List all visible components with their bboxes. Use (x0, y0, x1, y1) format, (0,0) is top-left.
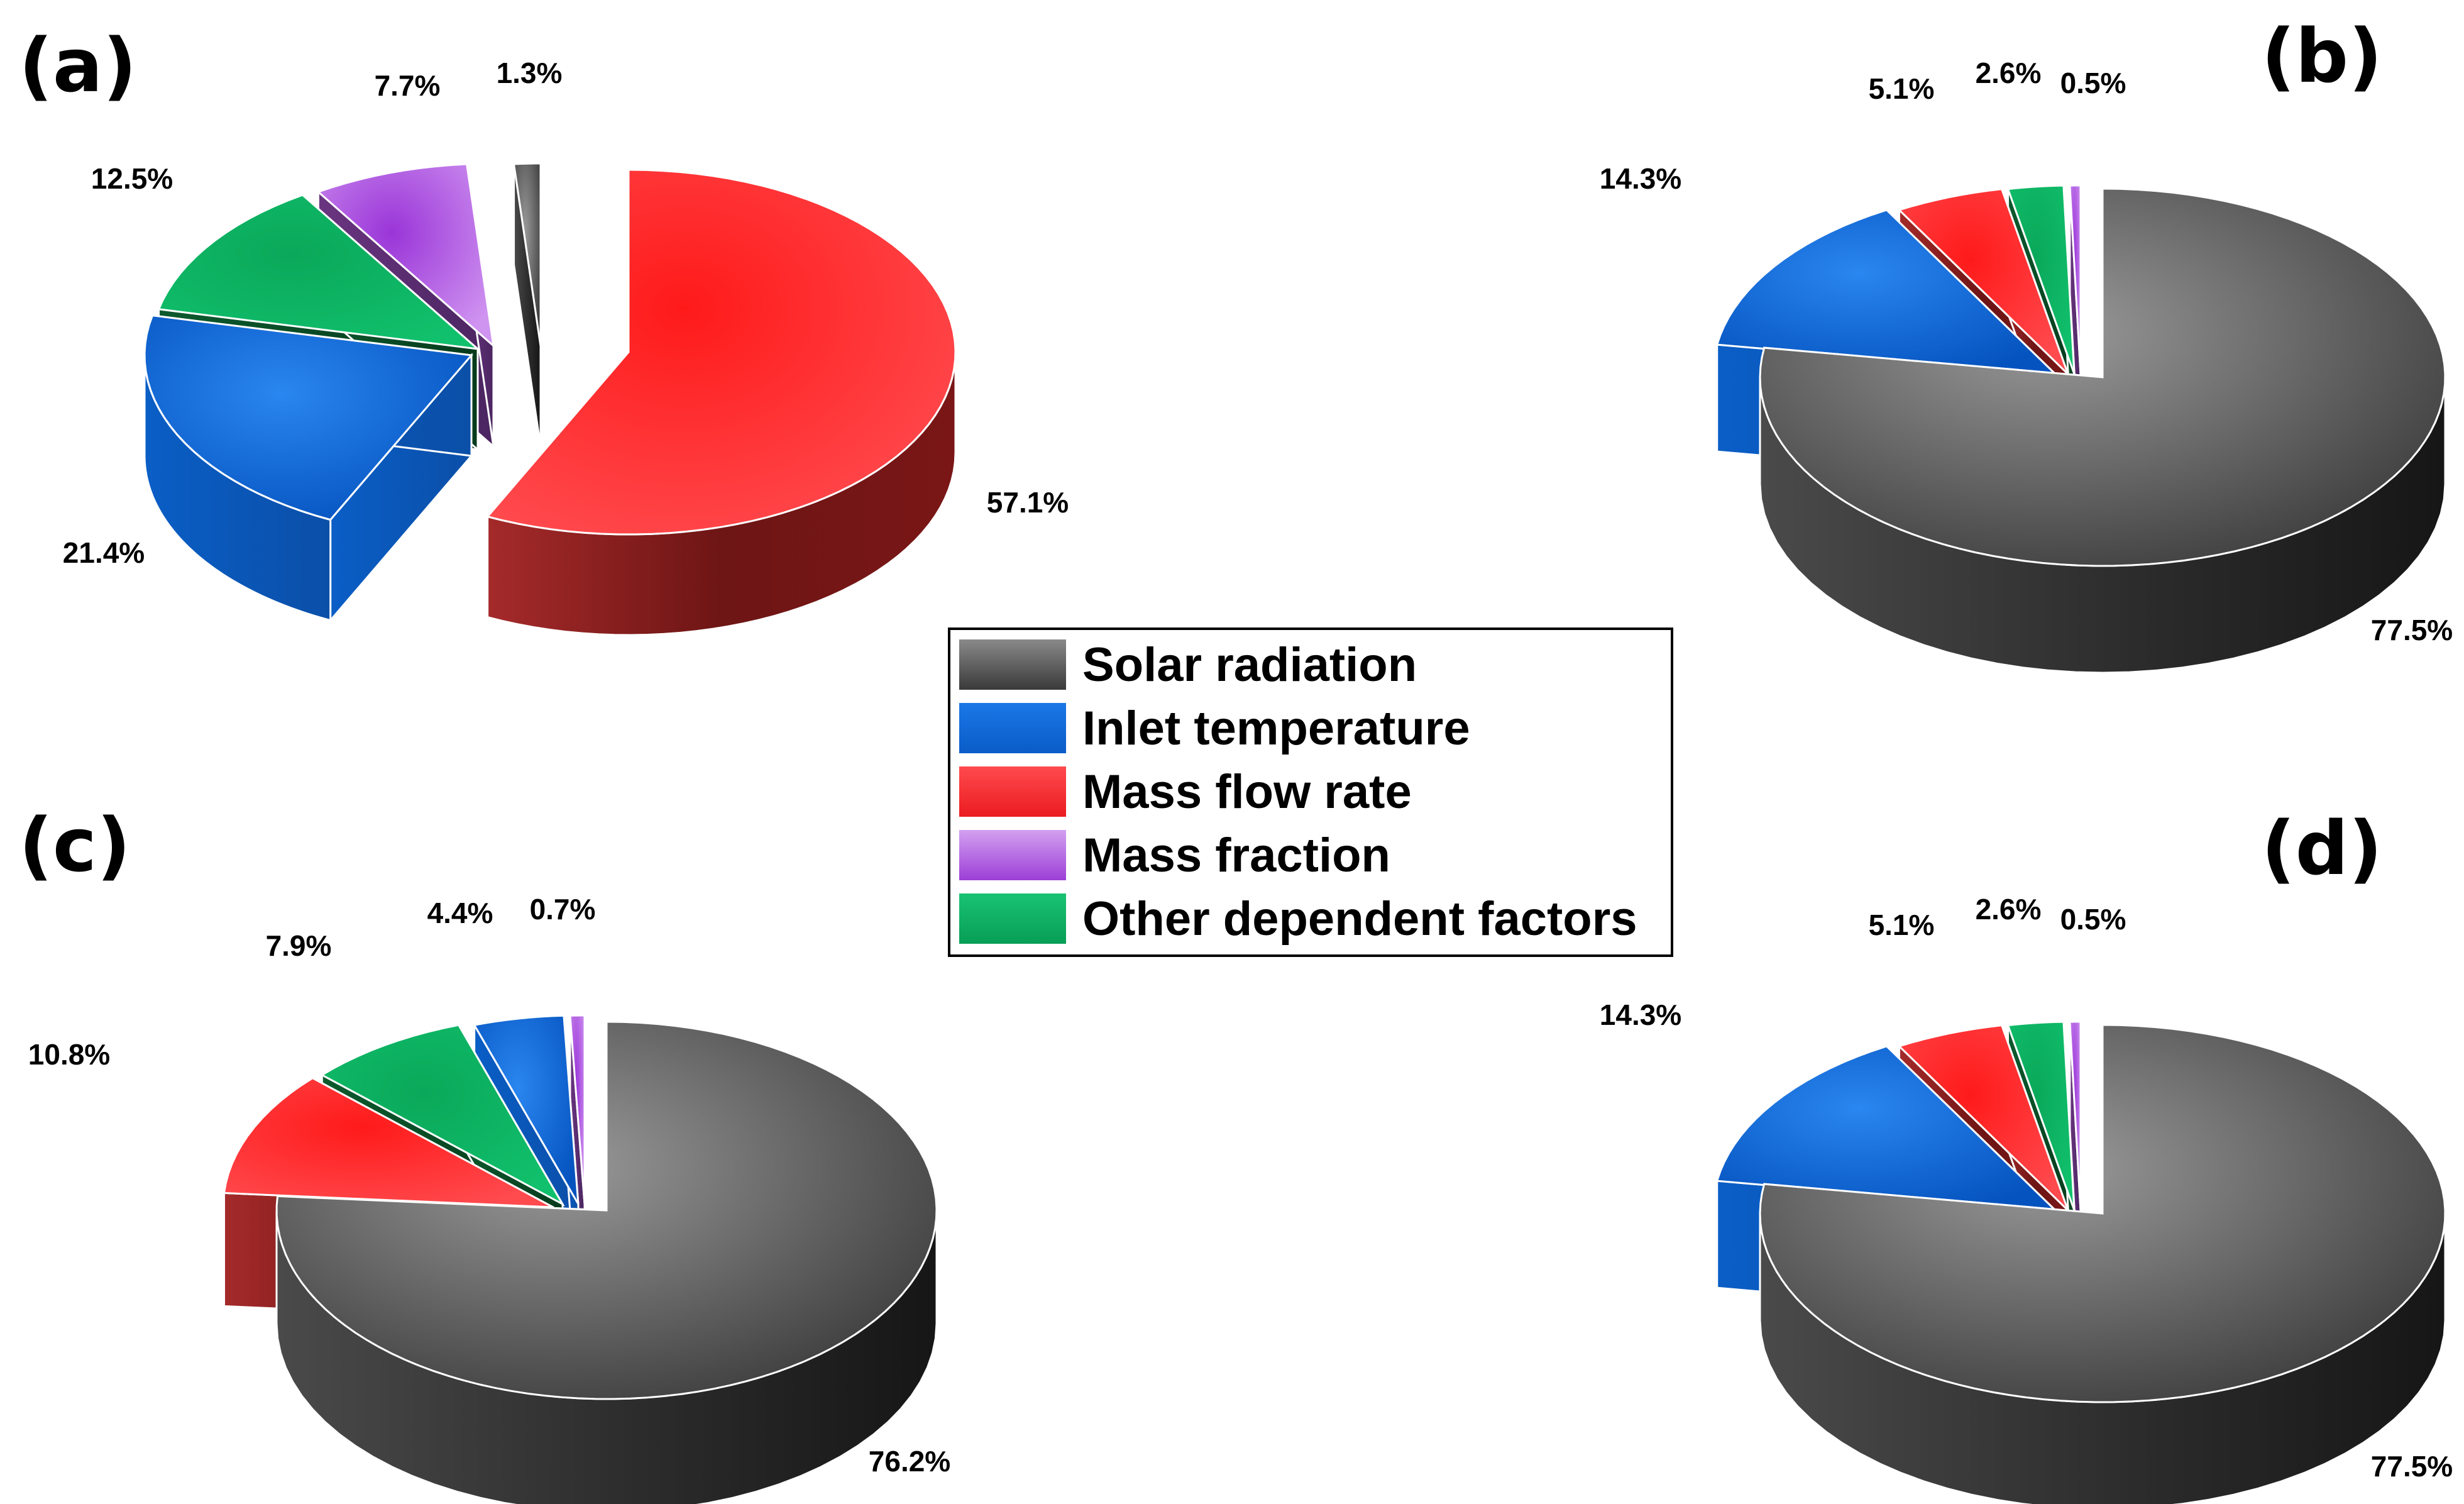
slice-label-solar-radiation: 77.5% (2371, 1450, 2453, 1483)
legend-label-mass-fraction: Mass fraction (1082, 829, 1390, 882)
slice-label-mass-fraction: 7.7% (375, 69, 441, 102)
slice-label-solar-radiation: 1.3% (497, 57, 563, 89)
slice-top-inlet-temperature (1715, 209, 2059, 375)
slice-label-mass-flow-rate: 57.1% (987, 486, 1069, 519)
slice-top-mass-fraction (2069, 1020, 2082, 1211)
pie-panel-c: 76.2% 10.8% 7.9% 4.4% 0.7% (c) (19, 802, 950, 1504)
legend-label-inlet-temperature: Inlet temperature (1082, 702, 1470, 755)
slice-label-mass-flow-rate: 5.1% (1869, 909, 1935, 941)
legend-label-solar-radiation: Solar radiation (1082, 638, 1417, 692)
slice-mass-flow-rate (485, 169, 957, 636)
slice-top-other-dependent-factors (2006, 1020, 2076, 1211)
legend-swatch-solar-radiation (959, 639, 1066, 690)
slice-label-mass-flow-rate: 10.8% (28, 1038, 110, 1071)
slice-top-solar-radiation (1759, 1024, 2446, 1403)
slice-top-mass-flow-rate (1897, 188, 2069, 375)
slice-top-other-dependent-factors (157, 194, 481, 351)
slice-label-other-dependent-factors: 2.6% (1976, 57, 2042, 89)
pie-panels: 57.1% 21.4% 12.5% 7.7% 1.3% (a) 77.5% 14.3% 5.1%… (19, 13, 2453, 1504)
slice-solar-radiation (1759, 187, 2446, 674)
slice-label-inlet-temperature: 14.3% (1600, 998, 1681, 1031)
legend: Solar radiation Inlet temperature Mass f… (948, 628, 1673, 957)
slice-top-inlet-temperature (1715, 1045, 2059, 1212)
slice-top-mass-flow-rate (485, 169, 957, 536)
panel-letter-d: (d) (2262, 805, 2382, 892)
slice-label-other-dependent-factors: 2.6% (1976, 893, 2042, 926)
panel-letter-a: (a) (19, 22, 137, 109)
slice-top-inlet-temperature (143, 314, 473, 521)
slice-top-mass-flow-rate (223, 1076, 554, 1208)
legend-label-other-dependent-factors: Other dependent factors (1082, 892, 1637, 946)
slice-label-mass-fraction: 0.5% (2060, 903, 2126, 936)
slice-label-other-dependent-factors: 7.9% (266, 929, 332, 962)
slice-label-inlet-temperature: 14.3% (1600, 162, 1681, 195)
legend-swatch-mass-flow-rate (959, 766, 1066, 817)
slice-label-solar-radiation: 76.2% (869, 1445, 950, 1478)
pie-panel-a: 57.1% 21.4% 12.5% 7.7% 1.3% (a) (19, 22, 1069, 636)
legend-swatch-inlet-temperature (959, 703, 1066, 753)
slice-top-other-dependent-factors (2006, 184, 2076, 375)
pie-panel-b: 77.5% 14.3% 5.1% 2.6% 0.5% (b) (1600, 13, 2453, 674)
slice-label-solar-radiation: 77.5% (2371, 614, 2453, 646)
slice-label-mass-fraction: 0.7% (530, 893, 596, 926)
slice-solar-radiation (1759, 1024, 2446, 1504)
slice-top-inlet-temperature (473, 1014, 580, 1205)
panel-letter-c: (c) (19, 802, 131, 888)
slice-top-mass-fraction (316, 163, 495, 348)
slice-top-solar-radiation (275, 1020, 938, 1400)
slice-inlet-temperature (143, 314, 473, 623)
slice-label-mass-fraction: 0.5% (2060, 67, 2126, 99)
slice-top-mass-fraction (2069, 184, 2082, 375)
slice-label-mass-flow-rate: 5.1% (1869, 72, 1935, 105)
slice-solar-radiation (275, 1020, 938, 1504)
slice-top-other-dependent-factors (320, 1024, 565, 1207)
legend-frame (948, 628, 1673, 957)
legend-swatch-other-dependent-factors (959, 893, 1066, 944)
legend-label-mass-flow-rate: Mass flow rate (1082, 765, 1412, 819)
legend-swatch-mass-fraction (959, 830, 1066, 880)
slice-solar-radiation (512, 162, 542, 447)
slice-label-inlet-temperature: 4.4% (427, 897, 493, 929)
panel-letter-b: (b) (2262, 13, 2382, 99)
slice-top-solar-radiation (1759, 187, 2446, 567)
pie-panel-d: 77.5% 14.3% 5.1% 2.6% 0.5% (d) (1600, 805, 2453, 1504)
slice-top-mass-flow-rate (1897, 1024, 2069, 1212)
slice-top-solar-radiation (512, 162, 542, 346)
slice-label-inlet-temperature: 21.4% (63, 536, 145, 569)
slice-top-mass-fraction (569, 1014, 586, 1205)
slice-label-other-dependent-factors: 12.5% (91, 162, 173, 195)
